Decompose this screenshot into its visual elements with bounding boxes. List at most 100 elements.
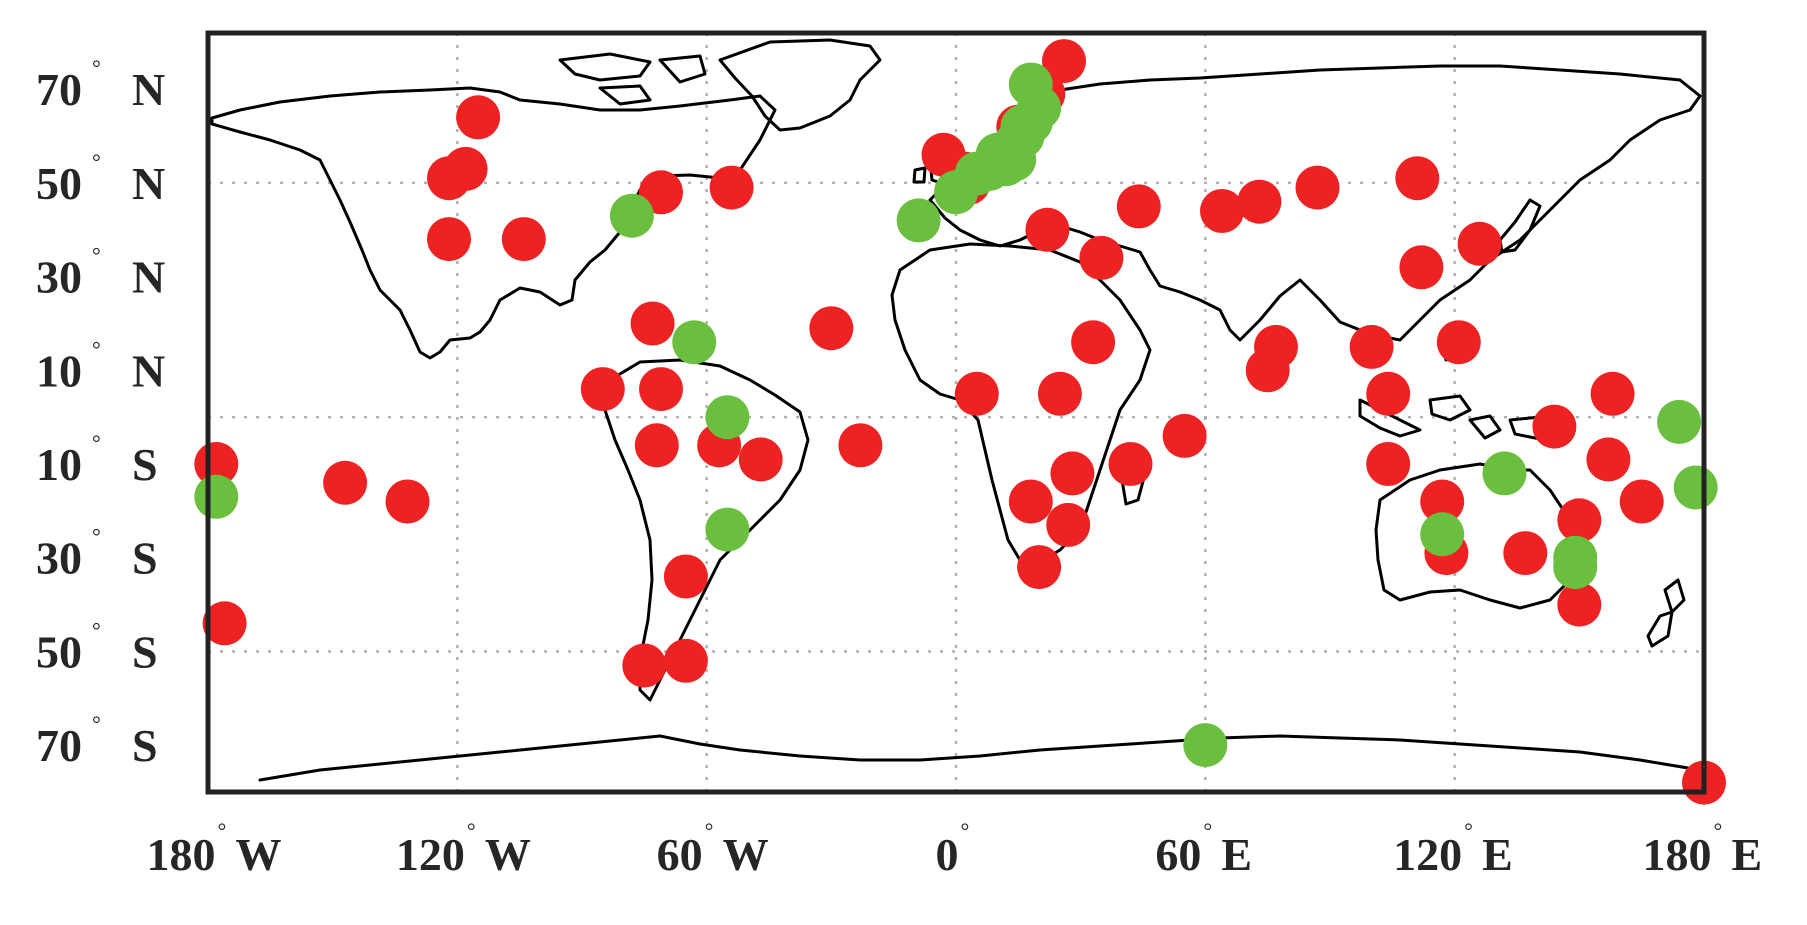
x-tick-number: 180	[147, 829, 216, 880]
y-tick-hemisphere: S	[132, 626, 158, 677]
station-point-s0-37	[1295, 165, 1340, 210]
x-tick-label-0: 180 ° W	[147, 818, 282, 880]
y-tick-number: 10	[36, 439, 82, 490]
station-point-s0-10	[634, 423, 679, 468]
x-tick-label-1: 120 ° W	[396, 818, 531, 880]
station-point-s0-13	[663, 554, 708, 599]
y-tick-label-0: 70 ° N	[36, 55, 165, 115]
station-point-s0-34	[1116, 184, 1161, 229]
station-point-s0-35	[1200, 189, 1244, 233]
x-tick-hemisphere: W	[723, 829, 769, 880]
station-point-s0-31	[1071, 320, 1116, 365]
station-point-s1-20	[1420, 512, 1465, 557]
station-point-s0-4	[501, 217, 546, 262]
x-tick-number: 180	[1643, 829, 1712, 880]
x-tick-hemisphere: E	[1732, 829, 1763, 880]
x-tick-hemisphere: E	[1482, 829, 1513, 880]
station-point-s1-19	[1183, 723, 1228, 768]
coastline-south-america	[603, 358, 810, 702]
coastline-arctic-islands	[558, 52, 707, 106]
station-point-s0-8	[580, 367, 625, 412]
y-tick-hemisphere: N	[132, 252, 165, 303]
station-point-s0-45	[1457, 221, 1502, 266]
x-tick-hemisphere: W	[485, 829, 531, 880]
x-tick-number: 0	[936, 829, 959, 880]
station-point-s0-16	[194, 442, 239, 486]
plot-frame	[205, 30, 1707, 795]
x-tick-number: 60	[657, 829, 703, 880]
y-tick-degree: °	[92, 617, 101, 642]
x-tick-label-4: 60 ° E	[1155, 818, 1252, 880]
y-tick-number: 70	[36, 64, 82, 115]
station-point-s0-3	[427, 217, 471, 262]
x-tick-hemisphere: W	[236, 829, 282, 880]
station-point-s1-24	[1657, 399, 1702, 444]
y-tick-number: 30	[36, 252, 82, 303]
station-point-s0-42	[1366, 442, 1411, 486]
x-tick-label-5: 120 ° E	[1393, 818, 1513, 880]
station-point-s0-2	[427, 156, 471, 201]
x-tick-degree: °	[1203, 818, 1212, 843]
x-tick-label-6: 180 ° E	[1643, 818, 1763, 880]
station-point-s0-14	[622, 643, 667, 688]
station-point-s0-32	[1079, 235, 1124, 280]
coastline-australia	[1374, 462, 1582, 610]
coastline-se-asia-islands	[1358, 334, 1572, 442]
y-tick-hemisphere: N	[132, 158, 165, 209]
station-point-s0-25	[1017, 545, 1062, 590]
y-tick-hemisphere: S	[132, 439, 158, 490]
x-tick-number: 120	[396, 829, 465, 880]
station-point-s0-20	[809, 306, 854, 351]
station-point-s0-41	[1366, 371, 1411, 416]
y-tick-hemisphere: N	[132, 64, 165, 115]
y-tick-hemisphere: S	[132, 533, 158, 584]
y-tick-number: 30	[36, 533, 82, 584]
station-point-s1-4	[194, 474, 239, 519]
y-tick-degree: °	[92, 336, 101, 361]
x-tick-number: 120	[1393, 829, 1462, 880]
x-tick-degree: °	[467, 818, 476, 843]
station-point-s0-46	[1395, 156, 1440, 201]
station-point-s0-53	[1586, 437, 1631, 482]
station-point-s1-5	[896, 198, 941, 243]
y-tick-number: 50	[36, 626, 82, 677]
coastline-japan	[1498, 198, 1542, 254]
station-point-s0-0	[456, 95, 501, 140]
y-tick-degree: °	[92, 149, 101, 174]
y-tick-label-2: 30 ° N	[36, 243, 165, 303]
station-point-s0-39	[1245, 348, 1290, 393]
station-point-s0-57	[1042, 39, 1086, 84]
x-tick-label-3: 0 °	[936, 818, 970, 880]
station-point-s0-7	[630, 301, 675, 346]
x-tick-degree: °	[961, 818, 970, 843]
station-point-s0-40	[1349, 324, 1394, 369]
y-tick-label-1: 50 ° N	[36, 149, 165, 209]
station-point-s1-3	[705, 507, 750, 552]
station-point-s0-24	[1008, 479, 1053, 524]
y-tick-label-6: 50 ° S	[36, 617, 158, 677]
y-tick-number: 70	[36, 720, 82, 771]
station-point-s0-26	[1046, 502, 1091, 547]
station-point-s1-25	[1673, 465, 1718, 510]
station-point-s0-9	[639, 367, 683, 412]
station-point-s1-1	[672, 320, 717, 365]
station-point-s0-27	[1050, 451, 1095, 496]
y-tick-degree: °	[92, 524, 101, 549]
y-tick-label-5: 30 ° S	[36, 524, 158, 584]
y-tick-hemisphere: S	[132, 720, 158, 771]
coastline-greenland	[718, 38, 882, 132]
y-tick-number: 10	[36, 345, 82, 396]
y-tick-label-4: 10 ° S	[36, 430, 158, 490]
coastline-north-america	[210, 86, 777, 360]
station-point-s0-47	[1420, 479, 1465, 524]
station-point-s0-6	[709, 165, 754, 210]
x-tick-label-2: 60 ° W	[657, 818, 769, 880]
station-point-s0-12	[738, 437, 783, 482]
station-point-s1-0	[609, 193, 654, 238]
station-point-s1-2	[705, 395, 750, 440]
x-tick-number: 60	[1155, 829, 1201, 880]
station-point-s0-23	[954, 371, 999, 416]
x-tick-degree: °	[705, 818, 714, 843]
station-point-s0-43	[1399, 245, 1444, 290]
